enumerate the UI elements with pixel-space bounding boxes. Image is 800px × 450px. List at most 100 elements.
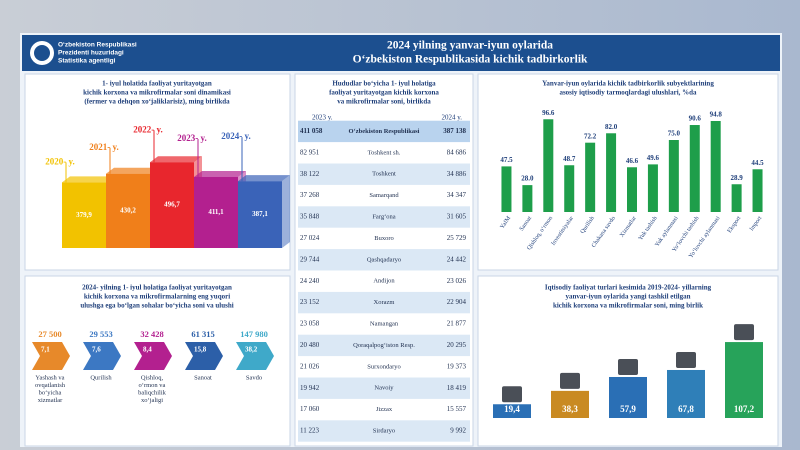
org-name: Statistika agentligi bbox=[58, 58, 116, 65]
row-bg bbox=[298, 377, 470, 399]
value-label: 28.0 bbox=[521, 175, 534, 183]
bar bbox=[667, 369, 705, 418]
value-label: 57,9 bbox=[620, 404, 636, 414]
share: 15,8 bbox=[194, 346, 207, 354]
x-tick-label: 2024- y. bbox=[221, 131, 251, 141]
value-label: 82.0 bbox=[605, 123, 618, 131]
bar-side bbox=[282, 175, 290, 248]
section-title: ulushga ega bo‘lgan sohalar bo‘yicha son… bbox=[80, 302, 233, 310]
bar bbox=[606, 133, 617, 212]
sector-tile bbox=[83, 342, 121, 370]
org-name: Prezidenti huzuridagi bbox=[58, 50, 124, 57]
value-label: 94.8 bbox=[710, 111, 723, 119]
value-label: 379,9 bbox=[76, 211, 92, 219]
chart-title: Iqtisodiy faoliyat turlari kesimida 2019… bbox=[545, 284, 712, 292]
bar bbox=[62, 182, 106, 248]
value-label: 67,8 bbox=[678, 404, 694, 414]
cell: Jizzax bbox=[376, 406, 393, 413]
cell: 18 419 bbox=[447, 384, 467, 392]
sector-tile bbox=[134, 342, 172, 370]
bar bbox=[609, 376, 647, 418]
cell: Qoraqalpog‘iston Resp. bbox=[353, 342, 415, 349]
cell: 84 686 bbox=[447, 148, 467, 156]
icon bbox=[618, 358, 638, 375]
bar bbox=[238, 181, 282, 248]
cell: Xorazm bbox=[374, 299, 395, 306]
cell: Surxondaryo bbox=[367, 363, 401, 370]
share: 38,2 bbox=[245, 346, 258, 354]
cell: 19 942 bbox=[300, 384, 320, 392]
value-label: 47.5 bbox=[500, 156, 513, 164]
icon bbox=[734, 324, 754, 341]
cell: 9 992 bbox=[450, 427, 466, 435]
sector-label: ovqatlanish bbox=[35, 382, 66, 389]
row-bg bbox=[298, 163, 470, 185]
cell: Samarqand bbox=[369, 192, 399, 199]
cell: 24 240 bbox=[300, 277, 320, 285]
cell: O‘zbekiston Respublikasi bbox=[349, 128, 420, 135]
count: 29 553 bbox=[89, 329, 112, 339]
org-name: O‘zbekiston Respublikasi bbox=[58, 42, 137, 49]
row-bg bbox=[298, 291, 470, 314]
sector-label: Qurilish bbox=[90, 374, 112, 381]
value-label: 75.0 bbox=[668, 130, 681, 138]
cell: 21 877 bbox=[447, 320, 467, 328]
chart-title: Yanvar-iyun oylarida kichik tadbirkorlik… bbox=[542, 80, 714, 88]
cell: Andijon bbox=[373, 278, 395, 285]
cell: Navoiy bbox=[374, 385, 394, 392]
logo-inner bbox=[34, 45, 50, 61]
bar bbox=[647, 164, 658, 212]
bar bbox=[627, 167, 637, 212]
share: 7,1 bbox=[41, 346, 50, 354]
cell: 23 058 bbox=[300, 320, 320, 328]
section-title: kichik korxona va mikrofirmalarning eng … bbox=[84, 293, 230, 301]
row-bg bbox=[298, 206, 470, 228]
x-tick-label: 2022- y. bbox=[133, 124, 163, 134]
chart-title: kichik korxona va mikrofirmalar soni din… bbox=[83, 89, 231, 97]
bar bbox=[668, 140, 679, 212]
cell: 24 442 bbox=[447, 255, 467, 263]
cell: 387 138 bbox=[443, 127, 466, 135]
sector-tile bbox=[185, 342, 223, 370]
share: 8,4 bbox=[143, 346, 152, 354]
cell: 27 024 bbox=[300, 234, 320, 242]
value-label: 28.9 bbox=[730, 174, 743, 182]
value-label: 107,2 bbox=[734, 404, 755, 414]
value-label: 496,7 bbox=[164, 201, 180, 209]
cell: 34 347 bbox=[447, 191, 467, 199]
bar bbox=[689, 125, 700, 212]
bar bbox=[493, 404, 531, 418]
x-tick-label: 2020- y. bbox=[45, 156, 75, 166]
row-bg bbox=[298, 420, 470, 442]
bar bbox=[150, 162, 194, 248]
cell: 37 268 bbox=[300, 191, 320, 199]
column-header: 2024 y. bbox=[441, 114, 462, 122]
sector-label: xizmatlar bbox=[38, 397, 63, 404]
value-label: 90.6 bbox=[689, 115, 702, 123]
cell: Sirdaryo bbox=[373, 427, 395, 434]
sector-label: bo‘yicha bbox=[39, 389, 62, 396]
bar-top bbox=[238, 175, 290, 182]
bar-top bbox=[150, 156, 202, 163]
cell: 35 848 bbox=[300, 213, 320, 221]
cell: Toshkent sh. bbox=[368, 149, 401, 156]
value-label: 387,1 bbox=[252, 210, 268, 218]
bar bbox=[564, 165, 575, 212]
cell: Buxoro bbox=[374, 235, 394, 242]
chart-title: kichik korxona va mikrofirmalar soni, mi… bbox=[553, 302, 703, 310]
cell: 82 951 bbox=[300, 148, 320, 156]
table-title: Hududlar bo‘yicha 1- iyul holatiga bbox=[332, 80, 436, 88]
cell: 19 373 bbox=[447, 362, 467, 370]
cell: 15 557 bbox=[447, 405, 467, 413]
count: 27 500 bbox=[38, 329, 61, 339]
chart-title: yanvar-iyun oylarida yangi tashkil etilg… bbox=[566, 293, 691, 301]
cell: 22 904 bbox=[447, 298, 467, 306]
cell: 23 026 bbox=[447, 277, 467, 285]
count: 147 980 bbox=[240, 329, 268, 339]
cell: Namangan bbox=[370, 320, 399, 327]
cell: 411 058 bbox=[300, 127, 323, 135]
cell: 38 122 bbox=[300, 170, 320, 178]
section-title: 2024- yilning 1- iyul holatiga faoliyat … bbox=[82, 284, 232, 292]
